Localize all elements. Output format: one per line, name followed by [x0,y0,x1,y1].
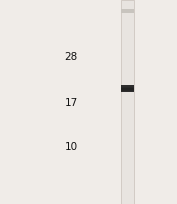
Bar [121,86,134,89]
Text: 28: 28 [65,52,78,62]
Bar [121,90,134,92]
Bar [121,9,134,13]
Bar [121,0,134,204]
Bar [121,85,134,87]
Bar [121,89,134,91]
Bar [121,88,134,90]
Text: 10: 10 [65,142,78,152]
Bar [121,85,134,92]
Text: 17: 17 [65,98,78,108]
